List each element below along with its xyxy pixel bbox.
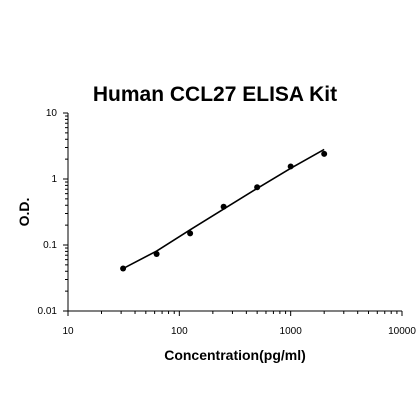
data-point xyxy=(254,184,261,191)
plot-area xyxy=(67,113,402,312)
chart-title: Human CCL27 ELISA Kit xyxy=(93,83,337,106)
x-tick-label: 10 xyxy=(62,326,74,337)
axis-ticks: 0.01 0.1 1 10 10 100 1000 10000 xyxy=(38,108,417,337)
x-tick-label: 1000 xyxy=(280,326,303,337)
data-point xyxy=(220,203,227,210)
data-points-group xyxy=(120,150,328,272)
data-point xyxy=(153,251,160,258)
y-tick-label: 0.01 xyxy=(38,306,58,317)
x-tick-label: 100 xyxy=(171,326,188,337)
y-tick-label: 10 xyxy=(46,108,58,119)
data-point xyxy=(321,150,328,157)
data-point xyxy=(120,265,127,272)
x-tick-label: 10000 xyxy=(388,326,416,337)
data-point xyxy=(287,163,294,170)
y-axis-label: O.D. xyxy=(16,198,32,227)
y-tick-label: 1 xyxy=(51,174,57,185)
x-axis-label: Concentration(pg/ml) xyxy=(164,347,306,363)
y-tick-label: 0.1 xyxy=(43,240,57,251)
data-point xyxy=(187,230,194,237)
